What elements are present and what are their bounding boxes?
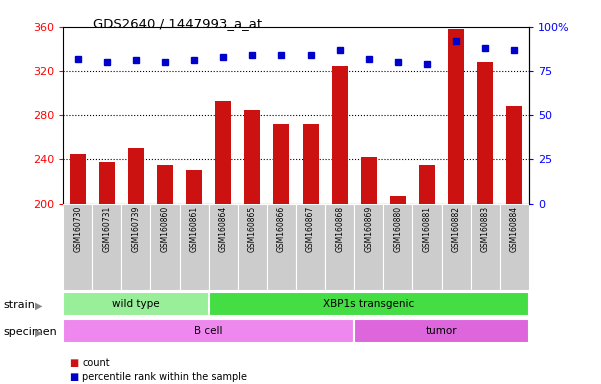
Bar	[121, 204, 150, 290]
Text: GSM160883: GSM160883	[481, 206, 490, 252]
Text: strain: strain	[3, 300, 35, 310]
Text: XBP1s transgenic: XBP1s transgenic	[323, 299, 415, 309]
Text: GDS2640 / 1447993_a_at: GDS2640 / 1447993_a_at	[93, 17, 262, 30]
Bar	[354, 204, 383, 290]
Bar	[419, 165, 435, 204]
Text: ▶: ▶	[35, 301, 43, 311]
Bar	[63, 319, 354, 343]
Text: count: count	[82, 358, 110, 368]
Bar	[180, 204, 209, 290]
Bar	[390, 196, 406, 204]
Bar	[267, 204, 296, 290]
Text: B cell: B cell	[194, 326, 223, 336]
Text: wild type: wild type	[112, 299, 160, 309]
Text: GSM160884: GSM160884	[510, 206, 519, 252]
Text: GSM160864: GSM160864	[219, 206, 228, 252]
Text: GSM160866: GSM160866	[277, 206, 286, 252]
Bar	[302, 124, 319, 204]
Text: GSM160739: GSM160739	[132, 206, 141, 253]
Bar	[209, 204, 238, 290]
Bar	[412, 204, 442, 290]
Text: GSM160731: GSM160731	[102, 206, 111, 252]
Text: GSM160869: GSM160869	[364, 206, 373, 252]
Text: specimen: specimen	[3, 327, 56, 337]
Bar	[477, 62, 493, 204]
Bar	[157, 165, 173, 204]
Bar	[296, 204, 325, 290]
Text: GSM160860: GSM160860	[160, 206, 169, 252]
Bar	[99, 162, 115, 204]
Bar	[332, 66, 347, 204]
Text: GSM160861: GSM160861	[189, 206, 198, 252]
Bar	[442, 204, 471, 290]
Bar	[471, 204, 500, 290]
Bar	[238, 204, 267, 290]
Bar	[128, 148, 144, 204]
Text: GSM160865: GSM160865	[248, 206, 257, 252]
Bar	[448, 29, 464, 204]
Bar	[361, 157, 377, 204]
Bar	[63, 204, 92, 290]
Text: GSM160730: GSM160730	[73, 206, 82, 253]
Bar	[383, 204, 412, 290]
Text: GSM160880: GSM160880	[394, 206, 403, 252]
Bar	[245, 110, 260, 204]
Text: GSM160868: GSM160868	[335, 206, 344, 252]
Bar	[354, 319, 529, 343]
Text: GSM160882: GSM160882	[451, 206, 460, 252]
Text: ▶: ▶	[35, 328, 43, 338]
Bar	[215, 101, 231, 204]
Text: ■: ■	[69, 358, 78, 368]
Bar	[500, 204, 529, 290]
Bar	[506, 106, 522, 204]
Text: ■: ■	[69, 372, 78, 382]
Bar	[273, 124, 290, 204]
Bar	[150, 204, 180, 290]
Text: tumor: tumor	[426, 326, 457, 336]
Bar	[70, 154, 86, 204]
Bar	[186, 170, 202, 204]
Text: GSM160881: GSM160881	[423, 206, 432, 252]
Bar	[209, 292, 529, 316]
Text: percentile rank within the sample: percentile rank within the sample	[82, 372, 248, 382]
Text: GSM160867: GSM160867	[306, 206, 315, 252]
Bar	[325, 204, 354, 290]
Bar	[63, 292, 209, 316]
Bar	[92, 204, 121, 290]
